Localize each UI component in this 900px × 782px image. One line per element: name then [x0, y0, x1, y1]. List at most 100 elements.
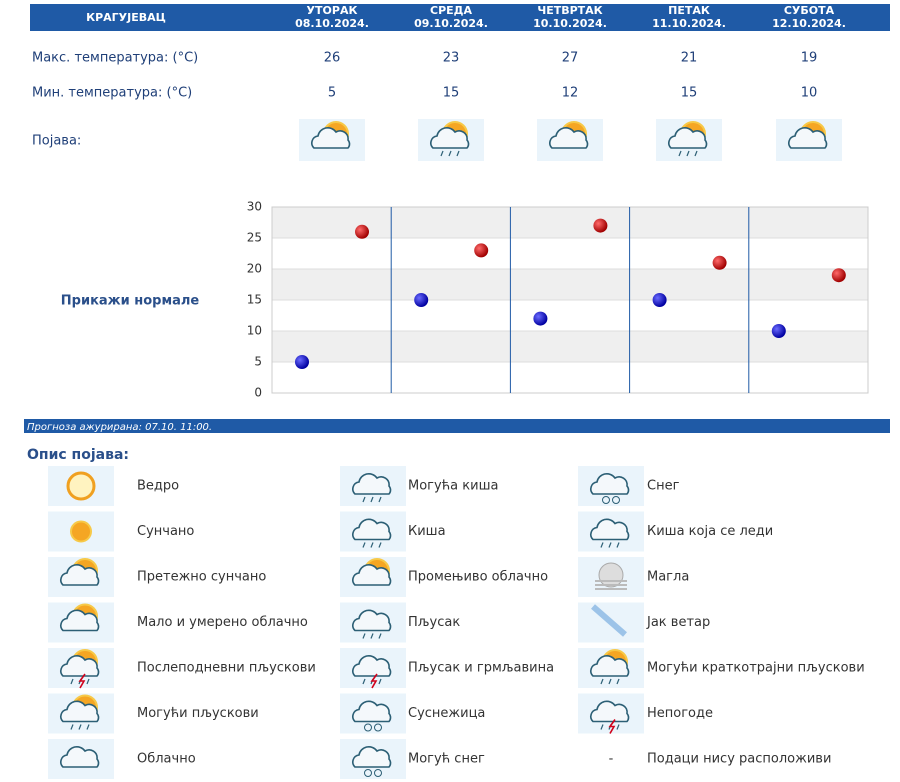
drop [378, 542, 382, 548]
icon [340, 557, 406, 597]
icon [340, 648, 406, 689]
y-tick-label: 30 [247, 200, 262, 214]
y-tick-label: 5 [254, 355, 262, 369]
legend-label: Киша [408, 524, 446, 539]
day-date: 09.10.2024. [414, 17, 488, 30]
sun [70, 520, 92, 543]
cloud [352, 609, 392, 632]
drop [616, 724, 620, 730]
legend-label: Могући краткотрајни пљускови [647, 661, 865, 676]
legend-label: Могућа киша [408, 479, 498, 494]
icon [48, 739, 114, 779]
cloud [352, 564, 392, 586]
icon [537, 119, 603, 161]
day-date: 11.10.2024. [652, 17, 726, 30]
max-temp: 19 [801, 51, 818, 66]
min-temp: 10 [801, 86, 818, 101]
icon [48, 602, 114, 643]
min-point [414, 293, 429, 307]
legend-label: Мало и умерено облачно [137, 615, 308, 630]
drop [378, 633, 382, 639]
band [272, 207, 868, 238]
cloud [60, 609, 100, 632]
icon [48, 648, 114, 689]
legend-label: Јак ветар [646, 615, 710, 630]
min-temp: 5 [328, 86, 336, 101]
drop [370, 496, 374, 503]
legend-label: Могућ снег [408, 752, 485, 767]
cloud [590, 700, 630, 723]
drop [86, 678, 90, 685]
flake [612, 496, 620, 504]
icon [48, 557, 114, 597]
y-tick-label: 10 [247, 324, 262, 338]
day-name: СРЕДА [430, 4, 472, 17]
flake [364, 723, 372, 732]
band [272, 269, 868, 300]
icon [340, 602, 406, 643]
icon [578, 557, 644, 597]
cloud [352, 655, 392, 677]
icon [578, 466, 644, 506]
drop [608, 542, 612, 548]
y-tick-label: 25 [247, 231, 262, 245]
flake [374, 769, 382, 777]
min-point [652, 293, 667, 307]
legend-label: Пљусак [408, 615, 460, 630]
drop [440, 150, 444, 157]
icon [578, 602, 644, 643]
icon [340, 466, 406, 506]
drop [70, 724, 74, 730]
min-point [295, 355, 309, 369]
y-tick-label: 20 [247, 262, 262, 276]
icon [418, 119, 484, 161]
chart-label[interactable]: Прикажи нормале [61, 294, 200, 309]
icon [578, 511, 644, 552]
max-point [355, 224, 369, 239]
cloud [788, 127, 828, 149]
icon [656, 119, 722, 161]
icon [299, 119, 365, 161]
icon [340, 511, 406, 552]
legend-label: Магла [647, 570, 689, 585]
min-temp: 12 [562, 86, 579, 101]
drop [600, 724, 604, 730]
max-temp: 26 [324, 51, 341, 66]
max-point [712, 255, 727, 270]
update-bar [24, 419, 890, 433]
drop [362, 678, 366, 685]
legend-label: Киша која се леди [647, 524, 773, 539]
drop [616, 678, 620, 685]
sun [598, 562, 624, 588]
legend-label: Ведро [137, 479, 179, 494]
cloud [60, 655, 100, 677]
drop [686, 150, 690, 157]
cloud [60, 564, 100, 586]
max-temp: 21 [681, 51, 698, 66]
icon [578, 648, 644, 688]
y-tick-label: 0 [254, 386, 262, 400]
day-name: СУБОТА [784, 4, 835, 17]
wind [591, 604, 627, 637]
band [272, 331, 868, 362]
header-bar [30, 4, 890, 31]
day-date: 10.10.2024. [533, 17, 607, 30]
bolt [608, 719, 616, 734]
day-name: ПЕТАК [668, 4, 710, 17]
cloud [311, 127, 351, 149]
legend-title: Опис појава: [27, 447, 129, 463]
legend-label: Подаци нису расположиви [647, 752, 831, 767]
drop [608, 678, 612, 685]
legend-label: Претежно сунчано [137, 570, 266, 585]
bolt [78, 673, 86, 689]
max-point [593, 218, 608, 233]
icon [776, 119, 842, 161]
icon [48, 511, 114, 552]
legend-label: Снег [647, 479, 680, 494]
max-temp: 27 [562, 51, 579, 66]
city: КРАГУЈЕВАЦ [86, 11, 166, 24]
drop [378, 678, 382, 685]
sun [66, 471, 96, 501]
